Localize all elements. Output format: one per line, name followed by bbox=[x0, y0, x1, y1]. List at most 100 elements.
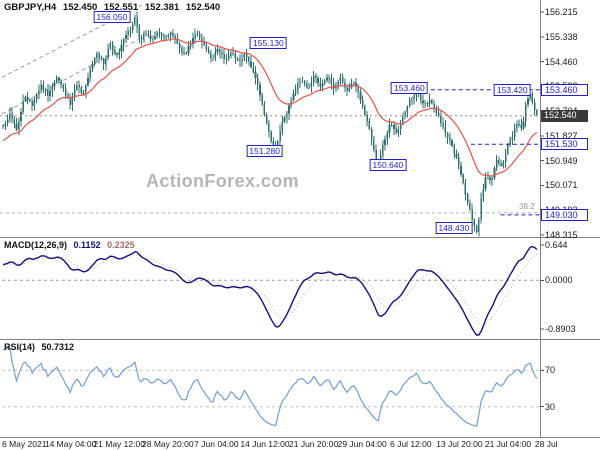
candle-body bbox=[31, 101, 33, 106]
candle-body bbox=[314, 75, 317, 79]
candle-body bbox=[176, 38, 179, 44]
candle-body bbox=[80, 87, 83, 94]
candle-body bbox=[471, 209, 473, 221]
candle-body bbox=[113, 50, 116, 54]
candle-body bbox=[370, 128, 373, 139]
candle-body bbox=[20, 112, 22, 122]
candle-body bbox=[317, 78, 319, 83]
candle-body bbox=[332, 83, 335, 89]
candle-body bbox=[330, 78, 333, 84]
candle-body bbox=[256, 78, 259, 85]
candle-body bbox=[49, 91, 51, 96]
annotation-price-label[interactable]: 150.640 bbox=[369, 158, 407, 171]
macd-line bbox=[2, 245, 538, 336]
candle-body bbox=[145, 33, 147, 35]
candle-body bbox=[451, 140, 453, 147]
trendline bbox=[1, 4, 142, 78]
candle-body bbox=[147, 33, 150, 36]
candle-body bbox=[265, 114, 268, 124]
price-axis-marker: 153.460 bbox=[541, 83, 588, 96]
candle-body bbox=[196, 33, 199, 35]
symbol-timeframe-label: GBPJPY,H4 bbox=[4, 2, 57, 13]
candle-body bbox=[301, 81, 304, 83]
annotation-price-label[interactable]: 151.280 bbox=[246, 145, 283, 158]
candle-body bbox=[283, 117, 286, 122]
candle-body bbox=[297, 83, 299, 91]
candle-body bbox=[502, 161, 505, 166]
candle-body bbox=[341, 76, 344, 83]
candle-body bbox=[165, 37, 167, 38]
candle-body bbox=[310, 82, 313, 87]
candle-body bbox=[475, 225, 478, 233]
candle-body bbox=[138, 27, 141, 38]
candle-body bbox=[78, 84, 80, 88]
candle-body bbox=[473, 220, 476, 226]
time-axis-label: 28 Jul 12:00 bbox=[534, 439, 558, 450]
candle-body bbox=[355, 83, 357, 87]
candle-body bbox=[261, 95, 263, 105]
candle-body bbox=[107, 48, 109, 59]
annotation-price-label[interactable]: 156.050 bbox=[93, 10, 131, 23]
candle-body bbox=[411, 98, 413, 101]
macd-name: MACD(12,26,9) bbox=[4, 240, 68, 250]
macd-axis-label: 0.0000 bbox=[545, 275, 573, 286]
candle-body bbox=[127, 31, 129, 35]
candle-body bbox=[163, 34, 165, 38]
candle-body bbox=[154, 36, 156, 39]
candle-body bbox=[272, 141, 275, 146]
candle-body bbox=[393, 125, 395, 129]
candle-body bbox=[495, 159, 498, 169]
rsi-axis-label: 70 bbox=[545, 365, 556, 376]
candle-body bbox=[187, 46, 190, 54]
annotation-price-label[interactable]: 153.420 bbox=[493, 83, 531, 96]
candle-body bbox=[239, 59, 241, 62]
candle-body bbox=[444, 126, 447, 134]
candle-body bbox=[364, 106, 366, 115]
candle-body bbox=[207, 49, 210, 53]
macd-signal-line bbox=[3, 253, 538, 326]
time-axis-label: 13 Jul 20:00 bbox=[436, 439, 483, 449]
candle-body bbox=[419, 93, 422, 101]
candle-body bbox=[156, 32, 159, 37]
candle-body bbox=[9, 113, 11, 120]
candle-body bbox=[279, 130, 281, 141]
price-axis-label: 155.338 bbox=[545, 31, 578, 42]
candle-body bbox=[125, 34, 127, 39]
rsi-axis-label: 30 bbox=[545, 401, 556, 412]
annotation-price-label[interactable]: 155.130 bbox=[250, 36, 287, 49]
candle-body bbox=[426, 103, 429, 104]
candle-body bbox=[140, 38, 143, 40]
candle-body bbox=[194, 34, 196, 38]
candle-body bbox=[478, 219, 480, 232]
macd-main-value: 0.1152 bbox=[73, 240, 101, 250]
candle-body bbox=[210, 52, 212, 58]
annotation-price-label[interactable]: 148.430 bbox=[435, 222, 473, 235]
candle-body bbox=[44, 90, 47, 91]
candle-body bbox=[469, 203, 471, 210]
candle-body bbox=[466, 194, 469, 204]
candle-body bbox=[243, 54, 246, 59]
candle-body bbox=[98, 53, 100, 59]
candle-body bbox=[520, 124, 523, 129]
candle-body bbox=[536, 110, 538, 116]
candle-body bbox=[359, 91, 362, 101]
candle-body bbox=[172, 32, 174, 36]
candle-body bbox=[321, 83, 324, 87]
candle-body bbox=[259, 84, 261, 96]
candle-body bbox=[42, 84, 45, 90]
annotation-price-label[interactable]: 153.460 bbox=[390, 82, 428, 95]
candle-body bbox=[428, 100, 431, 104]
candle-body bbox=[366, 115, 368, 122]
candle-body bbox=[518, 124, 520, 125]
candle-body bbox=[55, 77, 58, 83]
candle-body bbox=[122, 39, 125, 45]
candle-body bbox=[368, 121, 371, 129]
candle-body bbox=[290, 100, 293, 106]
watermark: ActionForex.com bbox=[146, 171, 300, 191]
candle-body bbox=[24, 97, 27, 101]
candle-body bbox=[236, 58, 239, 60]
macd-axis-label: 0.644 bbox=[545, 240, 568, 251]
